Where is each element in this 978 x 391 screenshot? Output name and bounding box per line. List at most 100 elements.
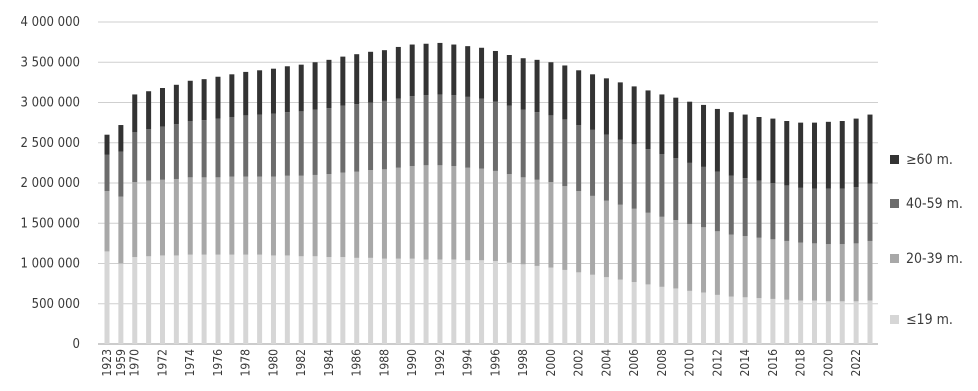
bar-segment bbox=[603, 78, 609, 135]
bar-segment bbox=[257, 176, 263, 255]
y-tick-label: 1 500 000 bbox=[20, 216, 80, 231]
bar-segment bbox=[562, 65, 568, 120]
bar-segment bbox=[659, 94, 665, 155]
bar-segment bbox=[451, 259, 457, 344]
bar-segment bbox=[312, 256, 318, 344]
bar-segment bbox=[465, 46, 471, 97]
bar-segment bbox=[867, 300, 873, 344]
bar-segment bbox=[312, 62, 318, 110]
bar-segment bbox=[714, 294, 720, 344]
x-tick-label: 1972 bbox=[155, 349, 169, 376]
bar-segment bbox=[631, 208, 637, 283]
bar-segment bbox=[812, 300, 818, 344]
bar-segment bbox=[784, 185, 790, 241]
bar-segment bbox=[187, 80, 193, 122]
legend-swatch bbox=[890, 155, 899, 164]
bar-segment bbox=[340, 172, 346, 258]
bar-segment bbox=[409, 166, 415, 259]
bar-segment bbox=[714, 231, 720, 295]
bar-segment bbox=[825, 301, 831, 344]
bar-segment bbox=[839, 301, 845, 344]
bar-segment bbox=[701, 227, 707, 293]
legend-label: ≤19 m. bbox=[906, 312, 953, 328]
bar-segment bbox=[784, 240, 790, 300]
x-tick-label: 1976 bbox=[211, 349, 225, 377]
x-tick-label: 1980 bbox=[266, 349, 280, 377]
bar-segment bbox=[756, 116, 762, 181]
bar-segment bbox=[298, 64, 304, 112]
bar-segment bbox=[728, 296, 734, 344]
bar-segment bbox=[867, 114, 873, 184]
y-tick-label: 500 000 bbox=[32, 297, 80, 312]
bar-segment bbox=[534, 112, 540, 180]
bar-segment bbox=[132, 94, 138, 133]
bar-segment bbox=[645, 212, 651, 285]
bar-segment bbox=[423, 95, 429, 166]
y-axis-tick-labels: 0 500 000 1 000 000 1 500 000 2 000 000 2 500… bbox=[20, 15, 80, 352]
bar-segment bbox=[243, 176, 249, 255]
bar-segment bbox=[451, 166, 457, 260]
bar-segment bbox=[562, 186, 568, 270]
bar-segment bbox=[617, 139, 623, 205]
bar-segment bbox=[548, 62, 554, 116]
bar-segment bbox=[284, 112, 290, 176]
x-tick-label: 2008 bbox=[655, 349, 669, 377]
bar-segment bbox=[187, 254, 193, 344]
bar-segment bbox=[825, 244, 831, 302]
bar-segment bbox=[479, 98, 485, 169]
bar-segment bbox=[215, 118, 221, 178]
bar-segment bbox=[659, 286, 665, 344]
bar-segment bbox=[465, 96, 471, 168]
bar-segment bbox=[784, 299, 790, 344]
bar-segment bbox=[590, 195, 596, 275]
bar-segment bbox=[326, 108, 332, 175]
bar-segment bbox=[742, 114, 748, 179]
bar-segment bbox=[590, 74, 596, 130]
bar-segment bbox=[340, 257, 346, 344]
bar-segment bbox=[492, 261, 498, 344]
bar-segment bbox=[770, 239, 776, 299]
bar-segment bbox=[409, 96, 415, 167]
bar-segment bbox=[298, 111, 304, 176]
x-tick-label: 2012 bbox=[710, 349, 724, 376]
bar-segment bbox=[395, 46, 401, 99]
x-tick-label: 1988 bbox=[377, 349, 391, 377]
bar-segment bbox=[492, 50, 498, 102]
bar-segment bbox=[298, 256, 304, 344]
y-tick-label: 4 000 000 bbox=[20, 15, 80, 30]
x-axis-tick-labels: 1923 1959 1970 1972 1974 1976 1978 1980 1982 1984… bbox=[100, 349, 863, 377]
bar-segment bbox=[159, 88, 165, 127]
bar-segment bbox=[479, 168, 485, 261]
bar-segment bbox=[173, 124, 179, 179]
bar-segment bbox=[673, 97, 679, 159]
bar-segment bbox=[839, 121, 845, 189]
x-tick-label: 1992 bbox=[433, 349, 447, 376]
x-tick-label: 2022 bbox=[849, 349, 863, 376]
legend-label: 20-39 m. bbox=[906, 251, 963, 267]
bar-segment bbox=[617, 82, 623, 140]
bar-segment bbox=[631, 86, 637, 145]
bar-segment bbox=[798, 242, 804, 301]
bar-segment bbox=[257, 70, 263, 115]
y-tick-label: 3 000 000 bbox=[20, 96, 80, 111]
x-tick-label: 1990 bbox=[405, 349, 419, 377]
y-tick-label: 1 000 000 bbox=[20, 257, 80, 272]
bar-segment bbox=[173, 178, 179, 256]
bar-segment bbox=[215, 76, 221, 119]
bar-segment bbox=[825, 188, 831, 245]
bar-segment bbox=[548, 182, 554, 268]
bar-segment bbox=[617, 204, 623, 280]
bar-segment bbox=[229, 254, 235, 344]
bar-segment bbox=[673, 288, 679, 344]
bar-segment bbox=[839, 244, 845, 302]
bar-segment bbox=[839, 188, 845, 245]
bar-segment bbox=[465, 167, 471, 261]
bar-segment bbox=[409, 44, 415, 97]
x-tick-label: 1996 bbox=[488, 349, 502, 377]
gridlines bbox=[98, 21, 878, 345]
bar-segment bbox=[326, 257, 332, 344]
legend-label: ≥60 m. bbox=[906, 152, 953, 168]
bar-segment bbox=[104, 191, 110, 252]
x-tick-label: 2016 bbox=[766, 349, 780, 377]
x-tick-label: 1984 bbox=[322, 349, 336, 377]
